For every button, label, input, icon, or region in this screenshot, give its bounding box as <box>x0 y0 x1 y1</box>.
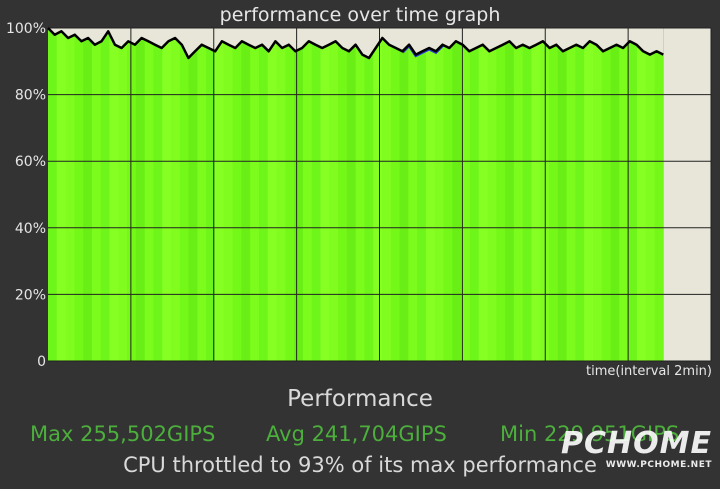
fill-band <box>135 28 146 361</box>
fill-band <box>373 28 383 361</box>
fill-band <box>144 28 154 361</box>
fill-band <box>496 28 506 361</box>
fill-band <box>505 28 515 361</box>
performance-heading: Performance <box>287 386 433 412</box>
series-line <box>47 27 664 60</box>
fill-band <box>531 28 541 361</box>
y-tick-label: 40% <box>15 221 46 237</box>
fill-band <box>654 28 664 361</box>
fill-band <box>425 28 436 361</box>
fill-band <box>417 28 427 361</box>
fill-band <box>408 28 418 361</box>
fill-band <box>329 28 339 361</box>
fill-band <box>276 28 286 361</box>
min-stat: Min 229,951GIPS <box>500 422 680 446</box>
y-tick-label: 80% <box>15 88 46 104</box>
fill-band <box>399 28 409 361</box>
fill-band <box>452 28 462 361</box>
fill-band <box>575 28 585 361</box>
fill-band <box>215 28 225 361</box>
fill-band <box>382 28 392 361</box>
fill-band <box>434 28 445 361</box>
fill-band <box>469 28 480 361</box>
max-stat: Max 255,502GIPS <box>30 422 216 446</box>
fill-band <box>390 28 401 361</box>
chart-title: performance over time graph <box>219 4 501 26</box>
fill-band <box>188 28 198 361</box>
fill-band <box>197 28 207 361</box>
y-tick-label: 100% <box>6 21 46 37</box>
fill-band <box>258 28 269 361</box>
fill-band <box>127 28 137 361</box>
fill-band <box>100 28 111 361</box>
fill-band <box>153 28 163 361</box>
fill-band <box>566 28 576 361</box>
fill-band <box>628 28 638 361</box>
fill-band <box>636 28 647 361</box>
fill-band <box>461 28 471 361</box>
area-mask <box>48 28 664 58</box>
fill-band <box>285 28 295 361</box>
fill-band <box>645 28 655 361</box>
fill-band <box>206 28 216 361</box>
fill-band <box>619 28 629 361</box>
fill-band <box>171 28 181 361</box>
fill-band <box>56 28 67 361</box>
fill-band <box>162 28 172 361</box>
fill-band <box>346 28 357 361</box>
fill-band <box>109 28 119 361</box>
fill-band <box>513 28 524 361</box>
fill-band <box>74 28 84 361</box>
y-tick-label: 60% <box>15 154 46 170</box>
fill-band <box>584 28 594 361</box>
fill-band <box>294 28 304 361</box>
watermark-logo: PCHOME <box>561 426 712 461</box>
fill-band <box>338 28 348 361</box>
fill-band <box>487 28 497 361</box>
plot-area: 0 20% 40% 60% 80% 100% <box>6 21 712 370</box>
fill-band <box>522 28 532 361</box>
fill-band <box>610 28 620 361</box>
fill-band <box>83 28 93 361</box>
fill-band <box>241 28 251 361</box>
fill-band <box>223 28 234 361</box>
fill-band <box>179 28 190 361</box>
fill-band <box>601 28 612 361</box>
fill-band <box>48 28 58 361</box>
watermark-url: WWW.PCHOME.NET <box>605 460 712 470</box>
fill-band <box>118 28 128 361</box>
fill-band <box>355 28 365 361</box>
throttle-message: CPU throttled to 93% of its max performa… <box>123 453 597 477</box>
fill-band <box>91 28 102 361</box>
fill-band <box>443 28 453 361</box>
y-tick-label: 0 <box>37 354 46 370</box>
fill-band <box>592 28 603 361</box>
avg-stat: Avg 241,704GIPS <box>266 422 447 446</box>
watermark: PCHOME WWW.PCHOME.NET <box>561 426 712 471</box>
fill-band <box>549 28 559 361</box>
fill-band <box>267 28 278 361</box>
fill-band <box>302 28 313 361</box>
fill-band <box>250 28 260 361</box>
y-tick-label: 20% <box>15 287 46 303</box>
performance-chart: 0 20% 40% 60% 80% 100% <box>6 21 712 370</box>
fill-band <box>311 28 321 361</box>
x-axis-label: time(interval 2min) <box>586 364 712 379</box>
fill-band <box>65 28 75 361</box>
fill-band <box>557 28 568 361</box>
fill-band <box>320 28 330 361</box>
fill-band <box>232 28 242 361</box>
fill-band <box>364 28 374 361</box>
fill-band <box>478 28 488 361</box>
